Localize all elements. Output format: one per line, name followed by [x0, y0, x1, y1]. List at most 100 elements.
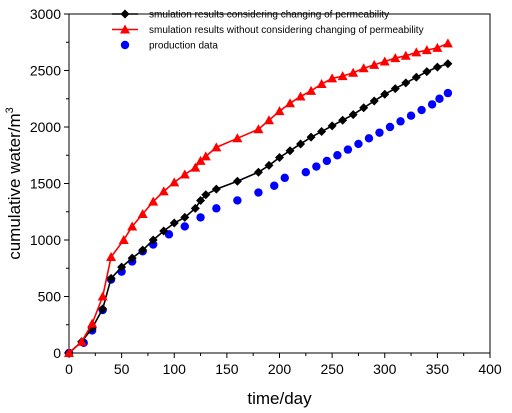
data-point	[427, 100, 437, 109]
legend-label: smulation results considering changing o…	[149, 10, 389, 21]
data-point	[201, 190, 211, 200]
data-point	[306, 132, 316, 142]
data-point	[169, 218, 179, 228]
data-point	[295, 91, 306, 101]
data-point	[264, 160, 274, 170]
data-point	[200, 151, 211, 161]
data-point	[390, 84, 400, 94]
data-point	[421, 45, 432, 55]
legend-label: smulation results without considering ch…	[149, 25, 424, 36]
data-point	[212, 204, 221, 213]
data-point	[106, 251, 117, 261]
data-point	[253, 167, 263, 177]
legend-item: smulation results without considering ch…	[112, 24, 424, 36]
data-point	[411, 47, 422, 57]
data-point	[432, 42, 443, 52]
data-point	[312, 162, 321, 171]
data-point	[148, 235, 158, 245]
y-tick-label: 3000	[30, 6, 61, 22]
data-point	[348, 67, 359, 77]
y-tick-label: 0	[53, 345, 61, 361]
x-axis-title: time/day	[247, 389, 312, 408]
y-axis-title-superscript: 3	[4, 107, 16, 113]
data-point	[317, 127, 327, 137]
series-line	[68, 62, 449, 354]
data-point	[98, 304, 108, 314]
data-point	[211, 184, 221, 194]
data-point	[190, 162, 201, 172]
x-tick-label: 250	[320, 361, 344, 377]
data-point	[159, 226, 169, 236]
data-point	[432, 62, 442, 72]
y-tick-label: 500	[38, 289, 62, 305]
data-point	[396, 117, 405, 126]
data-point	[354, 139, 363, 149]
data-point	[270, 181, 279, 190]
legend-marker	[120, 9, 130, 19]
y-tick-label: 2500	[30, 63, 61, 79]
plot-area-frame	[68, 13, 491, 354]
data-point	[379, 56, 390, 66]
data-point	[196, 195, 206, 205]
data-point	[118, 235, 129, 244]
y-tick-label: 1000	[30, 232, 61, 248]
series-layer	[64, 38, 453, 358]
data-point	[232, 176, 242, 186]
x-tick-label: 150	[215, 361, 239, 377]
y-axis-title-main: cumulative water/m	[5, 113, 24, 259]
data-point	[127, 253, 137, 263]
data-point	[322, 156, 332, 166]
data-point	[233, 196, 242, 205]
data-point	[190, 203, 200, 213]
data-point	[385, 122, 395, 132]
legend-label: production data	[149, 41, 218, 52]
data-point	[337, 71, 348, 81]
data-point	[274, 106, 285, 116]
series-diamond	[64, 59, 453, 358]
axis-tick-labels: 0 50 100 150 200 250 300 350 400 0 500 1000 1500 2000…	[30, 6, 502, 377]
data-point	[400, 50, 411, 60]
data-point	[364, 134, 374, 143]
data-point	[443, 59, 453, 69]
data-point	[127, 221, 138, 231]
data-point	[417, 105, 426, 115]
x-tick-label: 400	[478, 361, 502, 377]
data-point	[338, 115, 348, 125]
data-point	[138, 245, 148, 255]
x-tick-label: 300	[373, 361, 397, 377]
data-point	[137, 209, 148, 219]
x-tick-label: 350	[426, 361, 450, 377]
y-tick-label: 1500	[30, 176, 61, 192]
data-point	[263, 115, 274, 125]
legend-marker	[120, 24, 130, 34]
data-point	[179, 169, 190, 179]
data-point	[285, 98, 296, 108]
legend: smulation results considering changing o…	[112, 9, 424, 52]
data-point	[296, 139, 306, 149]
data-point	[158, 186, 169, 196]
x-tick-label: 50	[114, 361, 130, 377]
data-point	[195, 155, 206, 165]
legend-item: production data	[120, 41, 218, 52]
y-axis-title: cumulative water/m3	[4, 107, 24, 260]
data-point	[180, 212, 190, 222]
data-point	[64, 348, 74, 357]
data-point	[411, 72, 421, 82]
data-point	[87, 318, 98, 328]
data-point	[76, 336, 87, 346]
data-point	[327, 73, 338, 83]
data-point	[327, 121, 337, 131]
data-point	[196, 213, 205, 222]
data-point	[253, 124, 264, 134]
data-point	[333, 151, 342, 160]
data-point	[211, 142, 222, 152]
data-point	[422, 67, 432, 77]
data-point	[369, 59, 380, 69]
data-point	[406, 111, 416, 120]
data-point	[106, 273, 116, 283]
data-point	[280, 173, 289, 183]
data-point	[369, 96, 379, 106]
data-point	[97, 291, 108, 301]
data-point	[375, 128, 384, 137]
